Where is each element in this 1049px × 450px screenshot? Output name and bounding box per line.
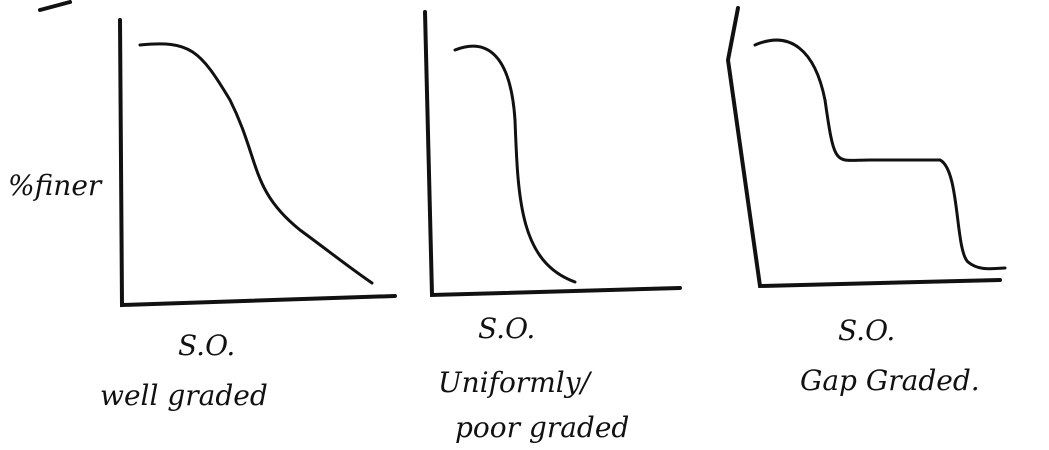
axes [120, 20, 395, 305]
caption: well graded [100, 379, 268, 412]
diagram: %finer S.O. well graded S.O. Uniformly/ … [0, 0, 1049, 450]
panel-uniformly-graded: S.O. Uniformly/ poor graded [425, 12, 680, 444]
caption: Uniformly/ [438, 366, 593, 399]
x-axis-label: S.O. [478, 312, 535, 345]
x-axis-label: S.O. [178, 329, 235, 362]
grading-curve [455, 46, 575, 282]
axes [425, 12, 680, 295]
pen-stroke [40, 2, 70, 10]
panel-gap-graded: S.O. Gap Graded. [728, 8, 1005, 397]
y-axis-label: %finer [8, 169, 103, 202]
axes [728, 8, 1000, 286]
caption: poor graded [455, 411, 629, 444]
caption: Gap Graded. [800, 364, 980, 397]
grading-curve [755, 40, 1005, 269]
x-axis-label: S.O. [838, 314, 895, 347]
grading-curve [140, 44, 372, 283]
panel-well-graded: S.O. well graded [100, 20, 395, 412]
